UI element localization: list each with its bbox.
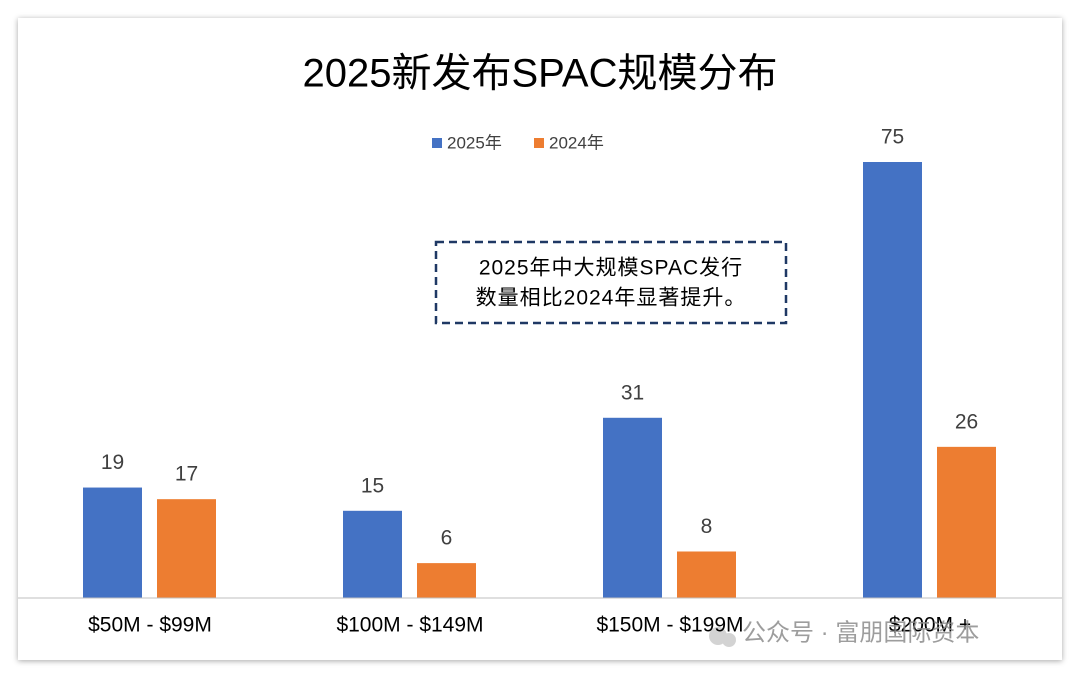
x-tick-label: $150M - $199M xyxy=(596,614,743,637)
x-tick-label: $200M + xyxy=(889,614,971,637)
annotation: 数量相比2024年显著提升。 xyxy=(476,287,747,310)
legend-label: 2025年 xyxy=(447,133,502,152)
bar xyxy=(863,162,922,598)
chart-title: 2025新发布SPAC规模分布 xyxy=(303,52,778,96)
bar xyxy=(417,563,476,598)
bar xyxy=(603,417,662,598)
data-label: 75 xyxy=(881,126,904,149)
annotation: 2025年中大规模SPAC发行 xyxy=(479,257,743,280)
bar xyxy=(83,487,142,598)
bar xyxy=(937,446,996,598)
data-label: 26 xyxy=(955,410,978,433)
x-tick-label: $50M - $99M xyxy=(88,614,212,637)
bar xyxy=(157,499,216,598)
x-tick-label: $100M - $149M xyxy=(336,614,483,637)
data-label: 15 xyxy=(361,474,384,497)
annotation-box xyxy=(434,240,788,325)
data-label: 8 xyxy=(701,515,713,538)
data-label: 19 xyxy=(101,451,124,474)
legend-label: 2024年 xyxy=(549,133,604,152)
bar xyxy=(343,510,402,598)
legend-swatch xyxy=(432,138,442,148)
legend-swatch xyxy=(534,138,544,148)
data-label: 17 xyxy=(175,463,198,486)
watermark: 公众号 · 富朋国际资本 xyxy=(742,619,979,646)
data-label: 31 xyxy=(621,381,644,404)
data-label: 6 xyxy=(441,527,453,550)
watermark-icon xyxy=(709,627,736,647)
bar xyxy=(677,551,736,598)
